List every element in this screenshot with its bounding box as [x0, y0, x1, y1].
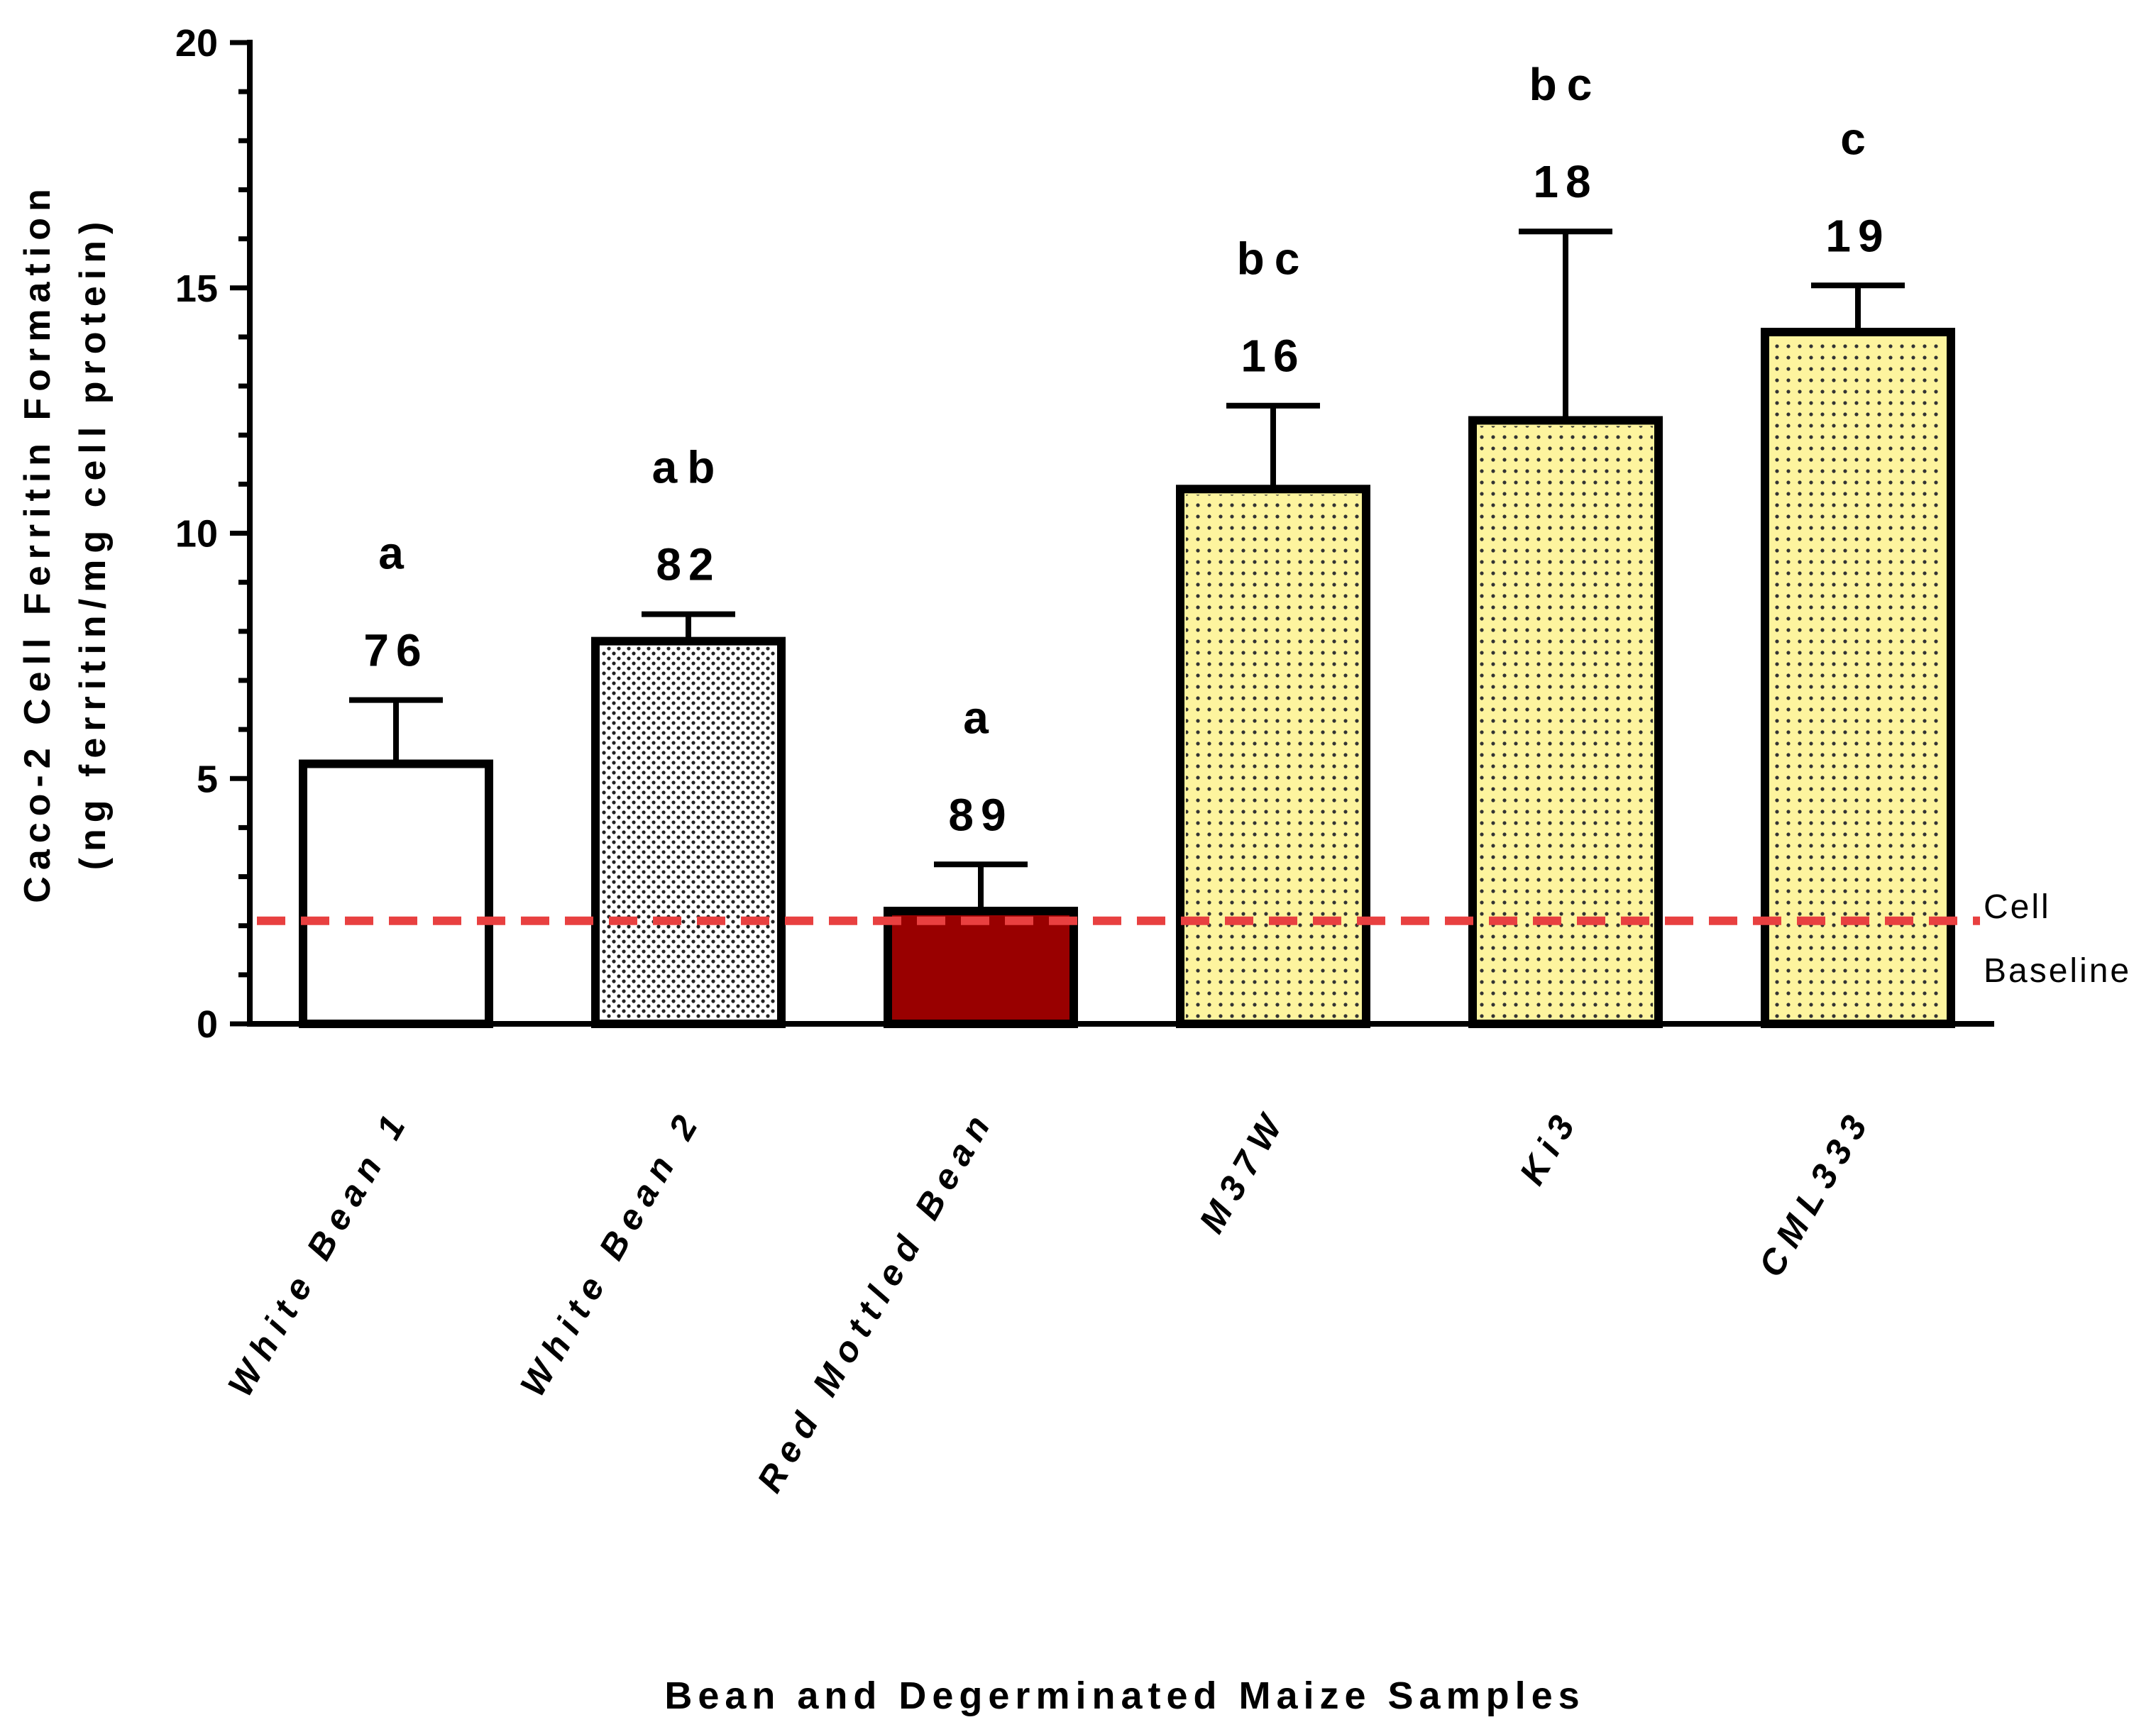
y-axis-title-line-1: Caco-2 Cell Ferritin Formation [17, 182, 58, 903]
reference-line-group: Cell Baseline [257, 888, 2131, 990]
category-label: White Bean 2 [512, 1102, 709, 1403]
category-label: Ki3 [1512, 1102, 1586, 1192]
bar-pattern [1478, 426, 1653, 1018]
category-label: Red Mottled Bean [749, 1102, 1002, 1499]
y-tick-label: 0 [197, 1003, 218, 1046]
bar [884, 906, 1078, 1028]
significance-label: c [1840, 113, 1876, 164]
axes: 0 5 10 15 20 [175, 22, 1994, 1046]
x-axis-title: Bean and Degerminated Maize Samples [664, 1674, 1585, 1717]
value-label: 19 [1825, 210, 1890, 261]
category-label: White Bean 1 [220, 1102, 417, 1403]
value-label: 16 [1241, 331, 1305, 382]
significance-label: bc [1237, 233, 1310, 285]
reference-line-label-line-2: Baseline [1984, 952, 2131, 990]
significance-label: a [378, 528, 414, 579]
bar-pattern [601, 646, 776, 1018]
category-label: M37W [1192, 1102, 1294, 1240]
reference-line-label-line-1: Cell [1984, 888, 2051, 926]
bar [299, 759, 493, 1028]
significance-label: bc [1529, 59, 1602, 110]
category-labels: White Bean 1 White Bean 2 Red Mottled Bean… [220, 1102, 1879, 1499]
significance-label: a [963, 692, 999, 743]
significance-label: ab [652, 442, 725, 493]
bar-pattern [1186, 495, 1360, 1018]
value-label: 82 [656, 539, 720, 590]
bar-pattern [1771, 337, 1945, 1018]
y-tick-label: 20 [175, 22, 218, 65]
y-tick-label: 15 [175, 267, 218, 310]
y-tick-label: 10 [175, 513, 218, 556]
bar-annotations: 76 a 82 ab 89 a 16 bc 18 bc 19 c [363, 59, 1890, 840]
value-label: 89 [948, 789, 1013, 840]
value-label: 76 [363, 625, 428, 676]
y-axis-title: Caco-2 Cell Ferritin Formation (ng ferri… [17, 182, 114, 903]
value-label: 18 [1533, 156, 1597, 207]
y-tick-label: 5 [197, 758, 218, 800]
bars [299, 228, 1955, 1028]
category-label: CML333 [1751, 1102, 1879, 1284]
y-axis-title-line-2: (ng ferritin/mg cell protein) [72, 216, 114, 871]
